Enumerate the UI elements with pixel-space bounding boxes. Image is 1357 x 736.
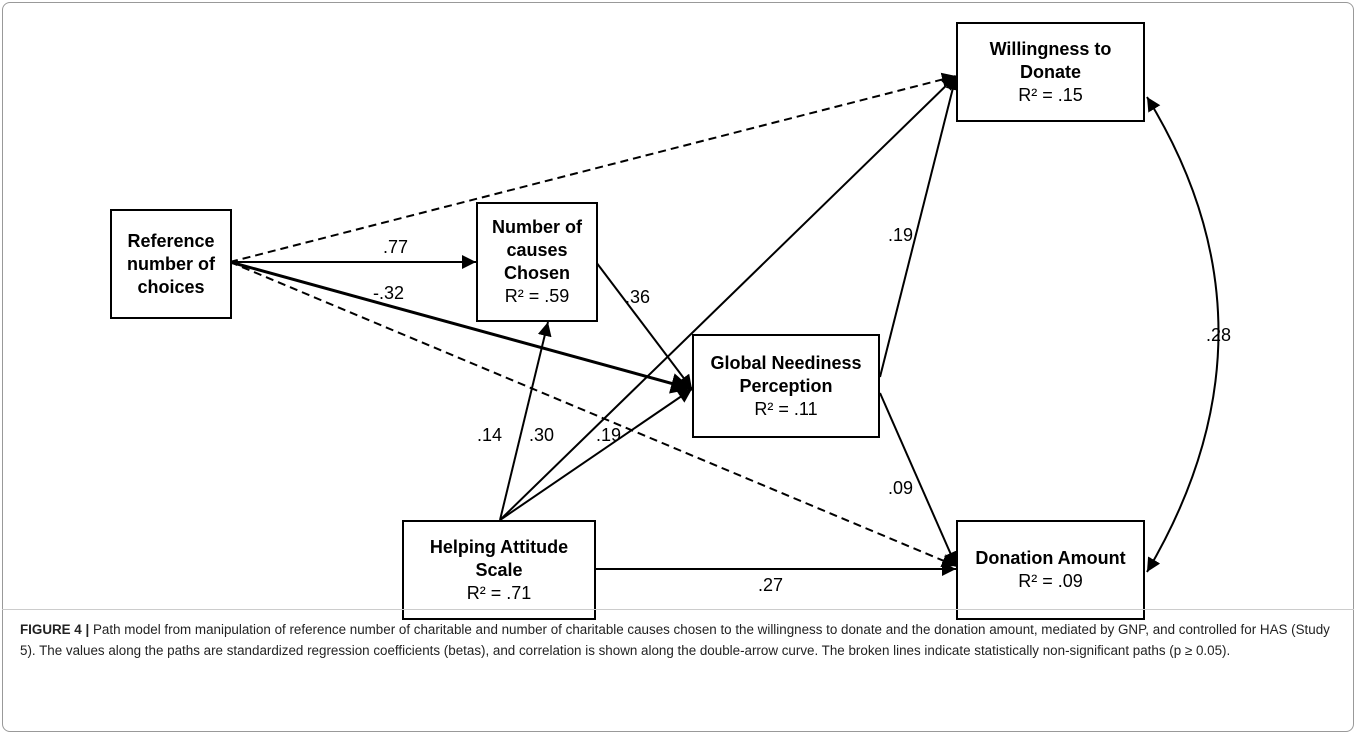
coef-num-to-gnp: .36 [625, 287, 651, 307]
node-don-title: Donation Amount [975, 548, 1126, 568]
path-has-to-wtd [499, 75, 957, 521]
path-diagram-svg [229, 72, 1220, 576]
caption-separator [2, 609, 1354, 610]
path-gnp-to-wtd [879, 75, 960, 378]
correlation-curve [1146, 96, 1220, 573]
coef-has-to-wtd: .30 [529, 425, 555, 445]
figure-caption: FIGURE 4 | Path model from manipulation … [20, 619, 1338, 661]
path-num-to-gnp [595, 261, 693, 390]
path-ref-to-wtd-dashed [229, 72, 957, 263]
path-diagram: Reference number of choices Number of ca… [110, 22, 1232, 620]
node-helping-attitude-scale: Helping Attitude Scale R² = .71 [402, 520, 596, 620]
path-has-to-gnp [499, 388, 693, 521]
path-gnp-to-don [879, 392, 957, 567]
path-has-to-num [499, 321, 552, 521]
node-donation-amount: Donation Amount R² = .09 [956, 520, 1145, 620]
coef-gnp-to-wtd: .19 [888, 225, 914, 245]
coef-gnp-to-don: .09 [888, 478, 914, 498]
node-has-r2: R² = .71 [466, 582, 532, 603]
coef-has-to-gnp: .19 [596, 425, 622, 445]
node-global-neediness-perception: Global Neediness Perception R² = .11 [692, 334, 880, 438]
node-willingness-to-donate: Willingness to Donate R² = .15 [956, 22, 1145, 122]
caption-text: Path model from manipulation of referenc… [20, 622, 1330, 658]
coef-ref-to-gnp: -.32 [373, 283, 405, 303]
node-num-title: Number of causes Chosen [492, 217, 582, 283]
path-ref-to-gnp [229, 260, 693, 394]
coef-ref-to-num: .77 [383, 237, 409, 257]
coef-has-to-don: .27 [758, 575, 784, 595]
path-ref-to-don-dashed [229, 261, 957, 568]
node-gnp-r2: R² = .11 [754, 398, 818, 419]
coef-correlation: .28 [1206, 325, 1232, 345]
node-number-of-causes-chosen: Number of causes Chosen R² = .59 [476, 202, 598, 322]
node-ref-title: Reference number of choices [127, 230, 215, 297]
node-reference-number-of-choices: Reference number of choices [110, 209, 232, 319]
caption-label: FIGURE 4 | [20, 622, 90, 637]
coef-has-to-num: .14 [477, 425, 503, 445]
node-wtd-title: Willingness to Donate [989, 38, 1112, 82]
node-has-title: Helping Attitude Scale [429, 536, 569, 580]
node-gnp-title: Global Neediness Perception [710, 352, 862, 396]
node-wtd-r2: R² = .15 [1018, 84, 1083, 105]
node-don-r2: R² = .09 [1018, 571, 1083, 591]
node-num-r2: R² = .59 [504, 286, 570, 306]
